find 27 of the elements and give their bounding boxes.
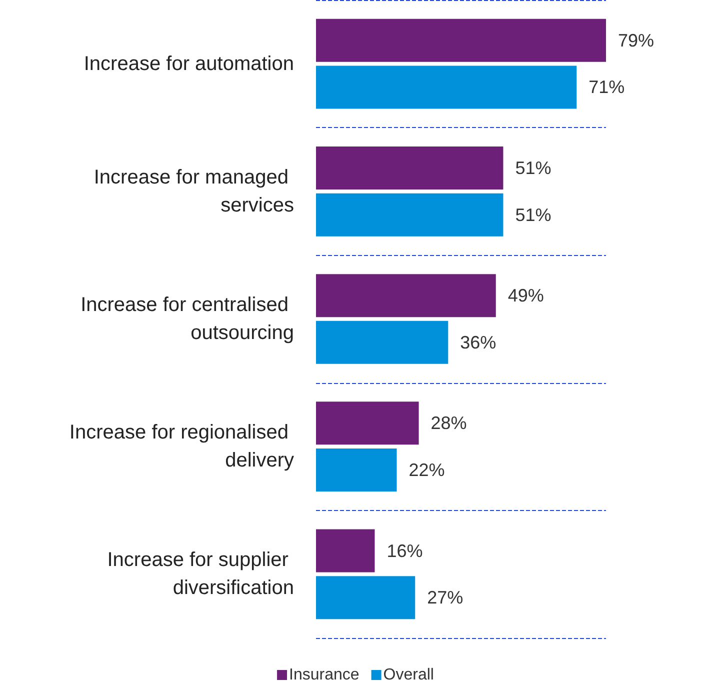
bar xyxy=(316,193,504,236)
bar xyxy=(316,448,397,492)
y-tick-label: Increase for managed services xyxy=(94,166,294,216)
data-label: 16% xyxy=(386,540,423,561)
y-tick-label: Increase for regionalised delivery xyxy=(69,422,294,472)
data-label: 36% xyxy=(460,332,496,352)
bar xyxy=(316,320,448,364)
bar xyxy=(316,402,419,445)
bar xyxy=(316,529,375,572)
data-label: 28% xyxy=(430,413,467,434)
bar xyxy=(316,146,504,190)
y-tick-label: Increase for supplier diversification xyxy=(107,549,294,600)
bar xyxy=(316,66,577,109)
legend-label: Overall xyxy=(383,666,434,684)
data-label: 49% xyxy=(508,286,544,306)
bar xyxy=(316,576,416,620)
data-label: 51% xyxy=(515,158,552,178)
bar xyxy=(316,274,496,318)
data-label: 27% xyxy=(427,588,464,608)
data-label: 79% xyxy=(618,30,654,50)
legend-label: Insurance xyxy=(289,666,360,684)
data-label: 51% xyxy=(515,204,552,225)
data-label: 22% xyxy=(408,460,445,480)
y-tick-label: Increase for automation xyxy=(84,52,294,75)
y-tick-label: Increase for centralised outsourcing xyxy=(80,294,294,344)
data-label: 71% xyxy=(588,77,625,98)
bar xyxy=(316,18,606,62)
